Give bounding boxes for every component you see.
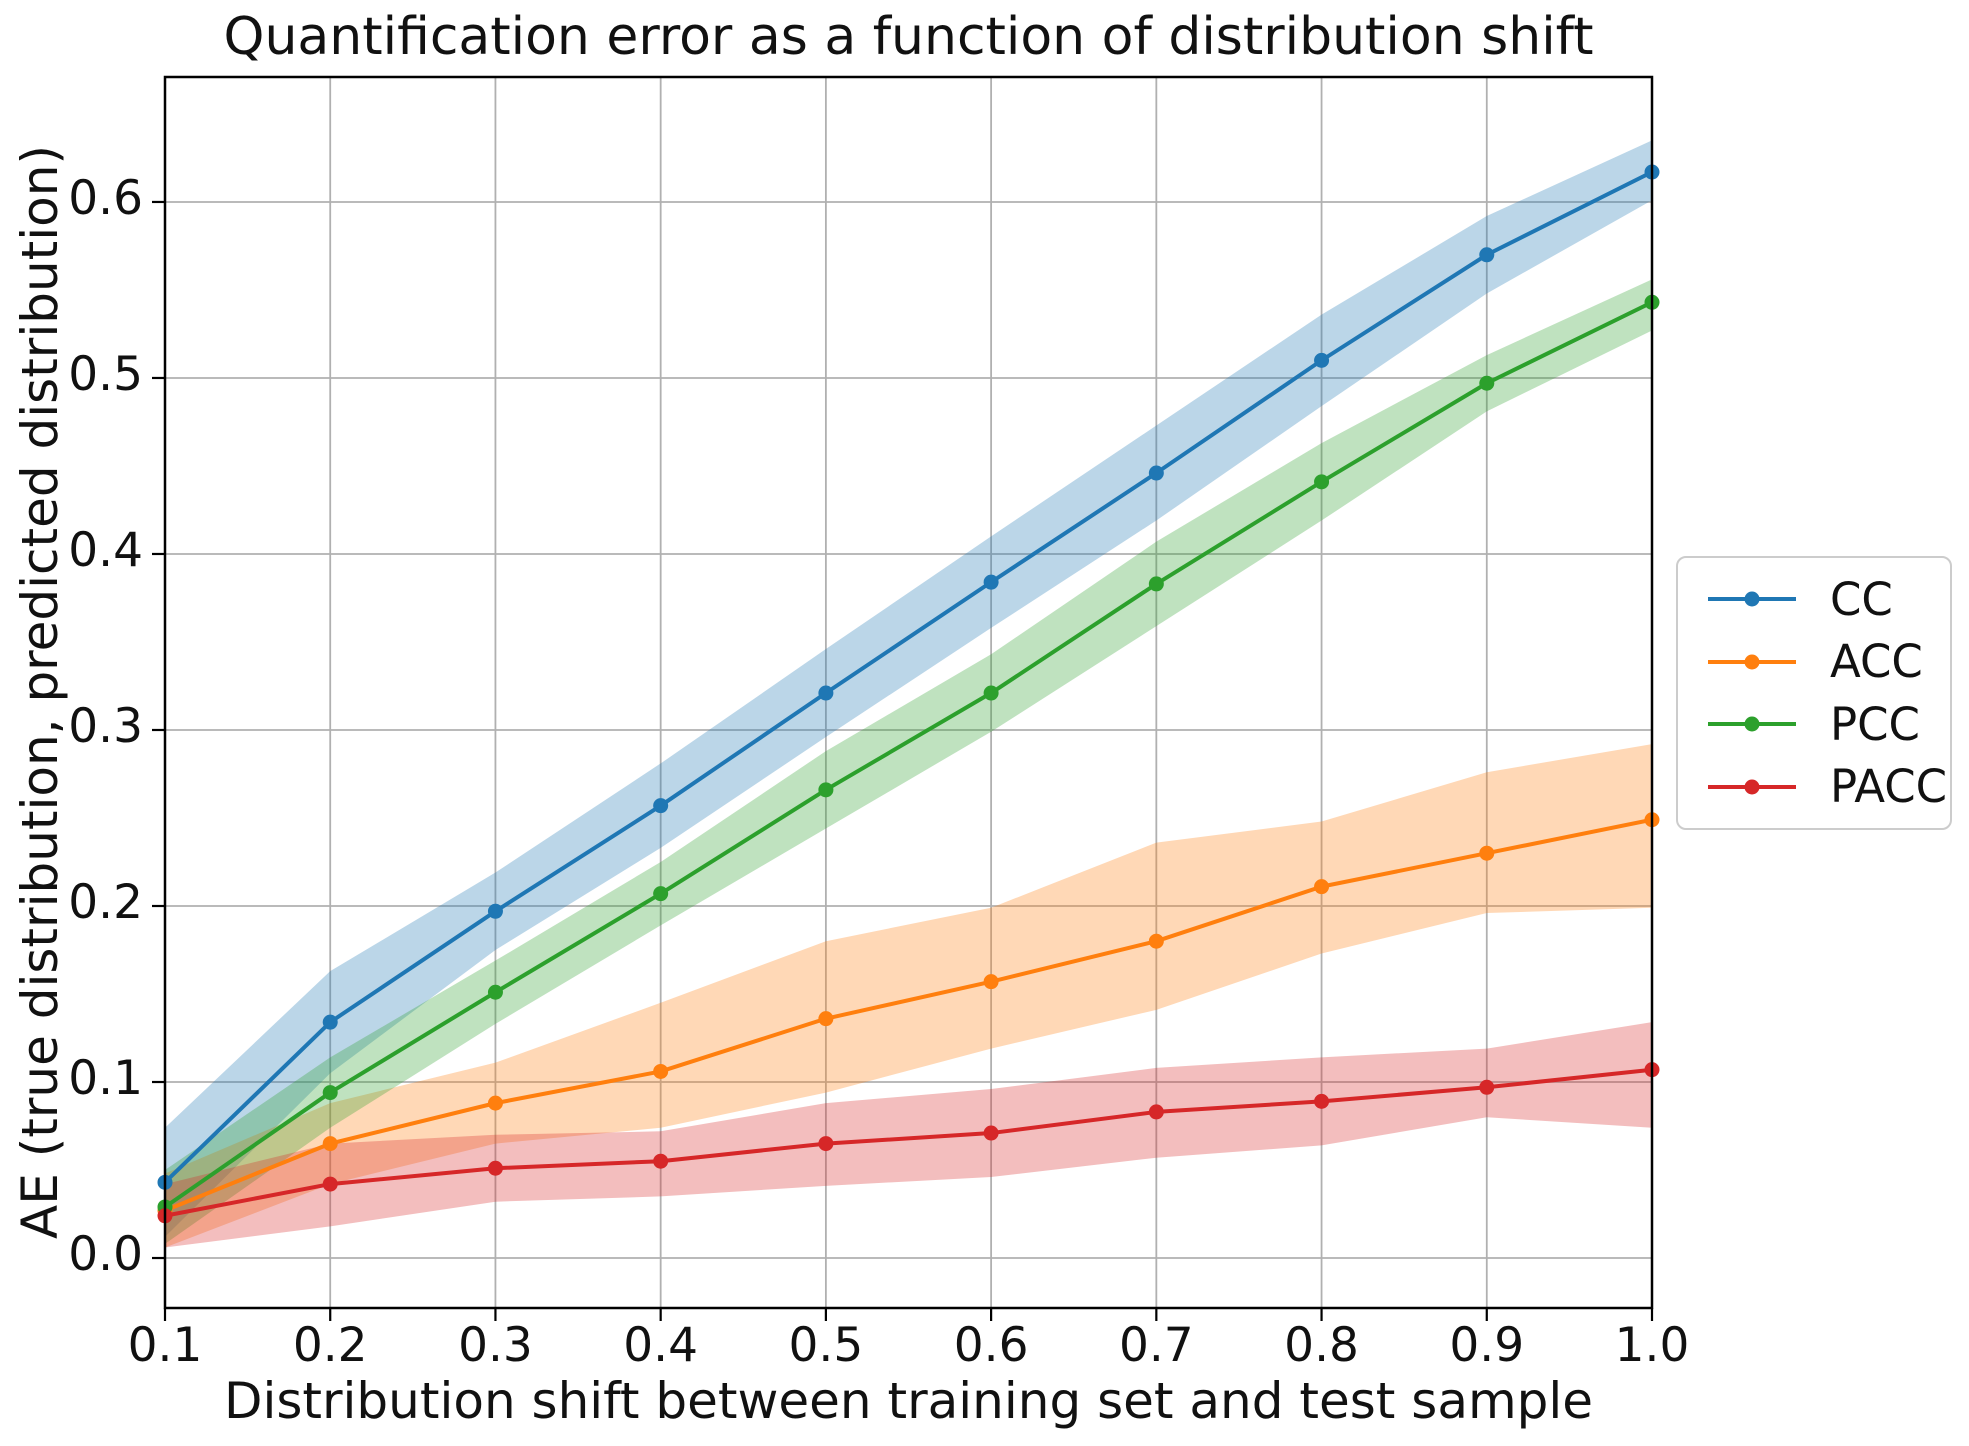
data-point-ACC	[653, 1063, 669, 1079]
data-point-CC	[818, 685, 834, 701]
data-point-PACC	[653, 1153, 669, 1169]
x-tick-label: 0.1	[127, 1318, 203, 1373]
legend-label: PACC	[1830, 760, 1948, 814]
legend-line-swatch	[1708, 779, 1796, 795]
data-point-ACC	[1148, 933, 1164, 949]
data-point-PACC	[1479, 1079, 1495, 1095]
data-point-PACC	[1148, 1104, 1164, 1120]
data-point-ACC	[983, 974, 999, 990]
y-tick-label: 0.3	[68, 698, 143, 754]
data-point-ACC	[818, 1011, 834, 1027]
data-point-PCC	[1148, 576, 1164, 592]
y-tick-label: 0.2	[68, 874, 143, 930]
series-band-CC	[165, 140, 1652, 1237]
legend-line-swatch	[1708, 654, 1796, 670]
data-point-PCC	[983, 685, 999, 701]
legend-line-swatch	[1708, 591, 1796, 607]
legend-label: PCC	[1830, 697, 1920, 751]
data-point-PACC	[1314, 1093, 1330, 1109]
x-tick-label: 1.0	[1614, 1318, 1690, 1373]
y-tick-label: 0.6	[68, 170, 143, 226]
legend-label: ACC	[1830, 635, 1923, 689]
x-tick-label: 0.9	[1449, 1318, 1525, 1373]
data-point-ACC	[1479, 845, 1495, 861]
data-point-CC	[487, 903, 503, 919]
data-point-PCC	[1479, 375, 1495, 391]
data-point-CC	[322, 1014, 338, 1030]
data-point-PACC	[983, 1125, 999, 1141]
axes-spines	[163, 75, 1654, 1310]
series-band-ACC	[165, 744, 1652, 1248]
y-tick-label: 0.5	[68, 346, 143, 402]
series-line-CC	[163, 170, 1654, 1185]
data-point-PACC	[322, 1176, 338, 1192]
legend-entry-ACC: ACC	[1706, 634, 1950, 690]
data-point-CC	[653, 798, 669, 814]
data-point-PCC	[1314, 474, 1330, 490]
y-tick-label: 0.4	[68, 522, 143, 578]
series-line-PCC	[163, 300, 1654, 1209]
data-point-PCC	[653, 886, 669, 902]
data-point-ACC	[487, 1095, 503, 1111]
x-tick-label: 0.7	[1118, 1318, 1194, 1373]
data-point-PACC	[487, 1160, 503, 1176]
legend: CC ACC PCC PACC	[1676, 556, 1952, 830]
data-point-PACC	[818, 1136, 834, 1152]
data-point-CC	[1314, 352, 1330, 368]
series-band-PACC	[165, 1022, 1652, 1248]
data-point-CC	[1148, 465, 1164, 481]
x-axis-label: Distribution shift between training set …	[223, 1372, 1594, 1430]
x-tick-label: 0.4	[623, 1318, 699, 1373]
series-line-PACC	[163, 1067, 1654, 1218]
data-point-CC	[1479, 247, 1495, 263]
data-point-PCC	[818, 782, 834, 798]
data-point-CC	[983, 574, 999, 590]
data-point-ACC	[322, 1136, 338, 1152]
y-tick-label: 0.0	[68, 1227, 143, 1282]
legend-line-swatch	[1708, 716, 1796, 732]
x-tick-label: 0.6	[953, 1318, 1029, 1373]
series-line-ACC	[163, 817, 1654, 1213]
data-point-ACC	[1314, 879, 1330, 895]
data-point-PCC	[487, 984, 503, 1000]
legend-label: CC	[1830, 572, 1893, 626]
y-tick-label: 0.1	[68, 1051, 143, 1106]
legend-entry-CC: CC	[1706, 571, 1950, 627]
x-tick-label: 0.2	[292, 1318, 368, 1373]
x-tick-label: 0.3	[458, 1318, 533, 1373]
data-point-PCC	[322, 1085, 338, 1101]
legend-entry-PACC: PACC	[1706, 759, 1950, 815]
series-band-PCC	[165, 279, 1652, 1244]
legend-entry-PCC: PCC	[1706, 696, 1950, 752]
x-tick-label: 0.8	[1284, 1318, 1359, 1373]
chart-title: Quantification error as a function of di…	[223, 7, 1594, 67]
x-tick-label: 0.5	[788, 1318, 864, 1373]
